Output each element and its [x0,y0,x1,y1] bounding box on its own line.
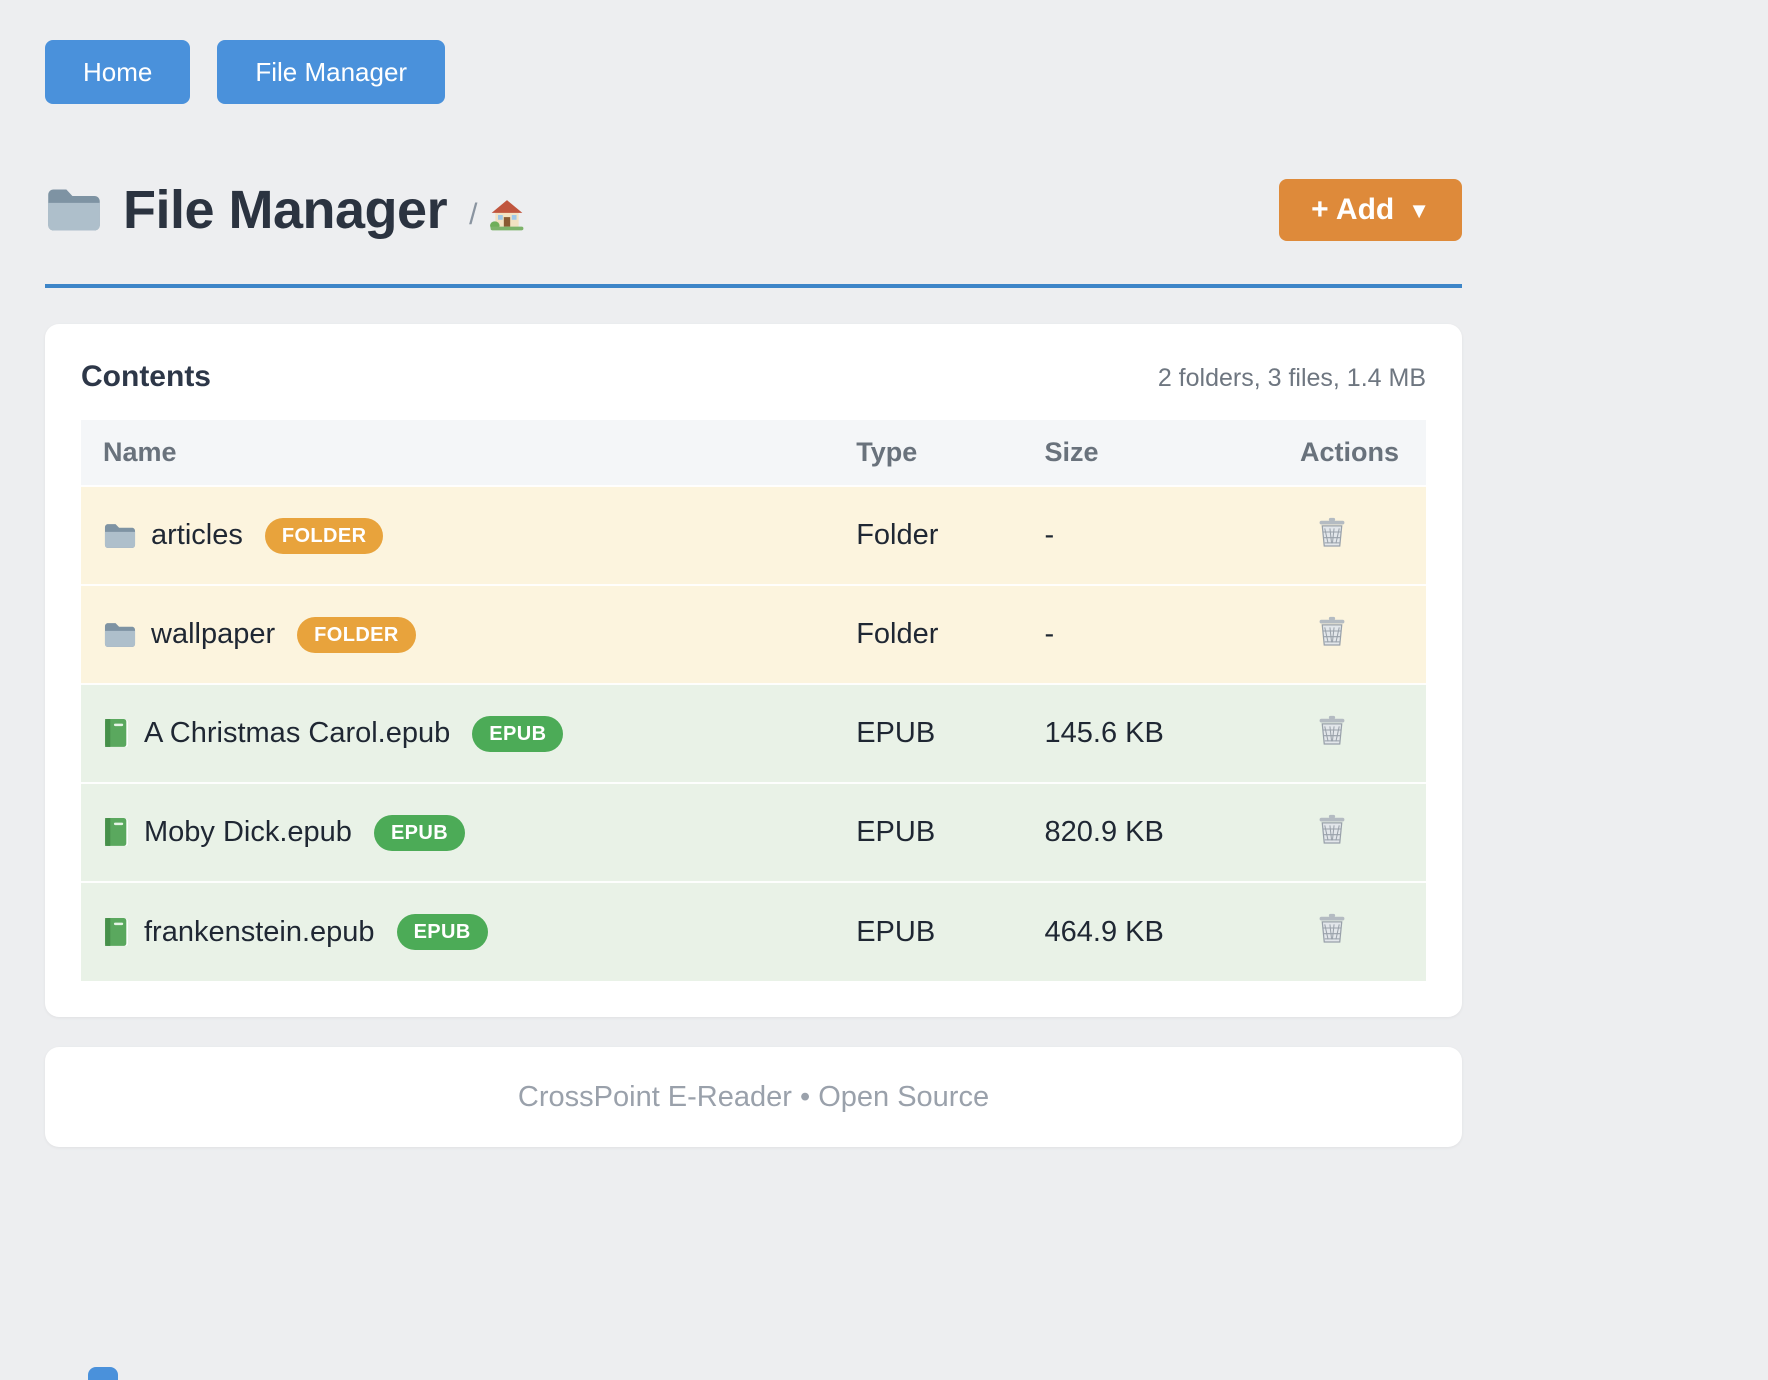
column-header-name: Name [103,437,177,467]
contents-header: Contents 2 folders, 3 files, 1.4 MB [81,360,1426,394]
table-row: frankenstein.epub EPUB EPUB 464.9 KB [81,882,1426,981]
file-name[interactable]: A Christmas Carol.epub [144,717,451,749]
partial-button-fragment[interactable] [88,1367,118,1380]
nav-home-button[interactable]: Home [45,40,191,104]
column-header-actions: Actions [1300,437,1400,467]
file-name[interactable]: wallpaper [151,618,276,650]
epub-book-icon [103,817,130,848]
file-table: Name Type Size Actions [81,420,1426,981]
footer: CrossPoint E-Reader • Open Source [45,1047,1462,1147]
epub-book-icon [103,917,130,948]
delete-button[interactable] [1318,814,1346,847]
trash-icon [1318,715,1346,748]
file-type: EPUB [834,684,1023,783]
file-size: - [1022,486,1279,585]
delete-button[interactable] [1318,913,1346,946]
table-row: A Christmas Carol.epub EPUB EPUB 145.6 K… [81,684,1426,783]
file-type: Folder [834,585,1023,684]
column-header-size: Size [1044,437,1099,467]
folder-badge: FOLDER [264,517,384,554]
epub-badge: EPUB [472,715,564,752]
table-row: wallpaper FOLDER Folder - [81,585,1426,684]
title-group: File Manager / [45,179,525,241]
home-icon[interactable] [489,197,525,233]
contents-title: Contents [81,360,211,393]
chevron-down-icon: ▼ [1408,198,1430,223]
epub-badge: EPUB [373,814,466,851]
top-nav: Home File Manager [45,40,1462,104]
page-header: File Manager / + Add ▼ [45,174,1462,246]
file-size: 464.9 KB [1022,882,1279,981]
folder-icon [103,621,137,649]
page-title: File Manager [123,180,448,240]
delete-button[interactable] [1318,517,1346,550]
trash-icon [1318,616,1346,649]
trash-icon [1318,814,1346,847]
table-header-row: Name Type Size Actions [81,420,1426,486]
add-button-label: + Add [1311,193,1395,226]
file-manager-page: Home File Manager File Manager / [45,0,1462,1147]
column-header-type: Type [856,437,918,467]
file-size: 145.6 KB [1022,684,1279,783]
epub-badge: EPUB [396,914,488,950]
breadcrumb-separator: / [469,198,478,231]
add-button[interactable]: + Add ▼ [1279,179,1462,241]
file-size: 820.9 KB [1022,783,1279,882]
epub-book-icon [103,718,130,749]
delete-button[interactable] [1318,616,1346,649]
table-row: articles FOLDER Folder - [81,486,1426,585]
table-row: Moby Dick.epub EPUB EPUB 820.9 KB [81,783,1426,882]
contents-summary: 2 folders, 3 files, 1.4 MB [1157,364,1426,392]
nav-file-manager-button[interactable]: File Manager [217,40,446,104]
folder-badge: FOLDER [297,616,416,653]
file-type: EPUB [834,882,1023,981]
trash-icon [1318,913,1346,946]
file-name[interactable]: articles [151,519,243,551]
header-divider [45,284,1462,288]
file-type: Folder [834,486,1023,585]
contents-card: Contents 2 folders, 3 files, 1.4 MB Name… [45,324,1462,1017]
file-type: EPUB [834,783,1023,882]
file-name[interactable]: frankenstein.epub [144,915,375,948]
folder-icon [103,522,137,550]
file-size: - [1022,585,1279,684]
footer-text: CrossPoint E-Reader • Open Source [517,1080,990,1113]
file-name[interactable]: Moby Dick.epub [144,816,352,848]
trash-icon [1318,517,1346,550]
delete-button[interactable] [1318,715,1346,748]
folder-icon [45,186,103,234]
